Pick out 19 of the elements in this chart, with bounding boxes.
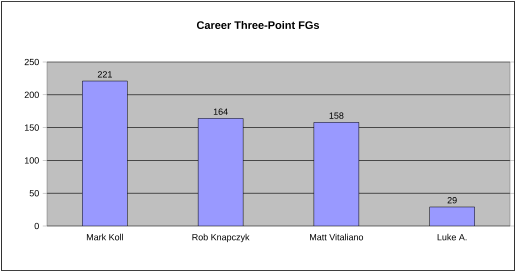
y-tick-label: 50 (30, 190, 39, 196)
data-label: 29 (448, 197, 457, 204)
x-tick-label: Luke A. (438, 234, 467, 240)
bar (429, 206, 475, 226)
data-label: 164 (214, 108, 228, 115)
data-label: 221 (98, 71, 112, 78)
x-tick-label: Rob Knapczyk (192, 234, 250, 242)
data-label: 158 (330, 112, 344, 119)
y-tick-label: 0 (34, 222, 39, 230)
y-tick-label: 250 (24, 58, 39, 66)
x-tick-label: Mark Koll (86, 234, 123, 240)
bar (198, 118, 244, 226)
y-tick-label: 100 (24, 157, 39, 164)
chart-title: Career Three-Point FGs (196, 20, 320, 30)
bar (314, 122, 360, 226)
x-tick-label: Matt Vitaliano (310, 234, 364, 240)
bar (82, 80, 128, 226)
y-tick-label: 200 (24, 92, 39, 98)
y-tick-label: 150 (24, 124, 39, 131)
